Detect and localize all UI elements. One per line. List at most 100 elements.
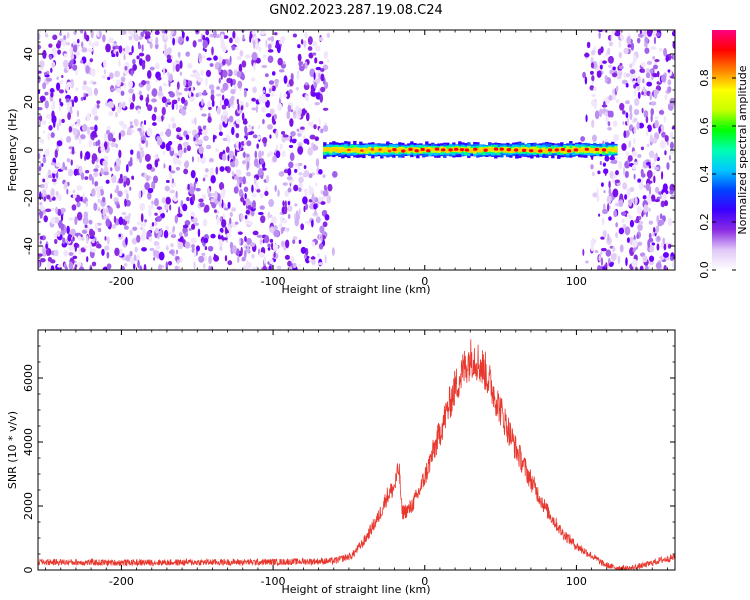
spectrogram-cell [318, 262, 324, 266]
spectrogram-x-tick-label: -200 [109, 275, 134, 288]
signal-band-segment [533, 149, 537, 153]
spectrogram-cell [129, 186, 132, 191]
spectrogram-cell [273, 225, 278, 231]
spectrogram-cell [71, 146, 75, 155]
spectrogram-cell [276, 265, 282, 270]
spectrogram-cell [83, 30, 87, 40]
spectrogram-cell [82, 192, 86, 200]
signal-band-peak [601, 148, 607, 152]
spectrogram-cell [614, 179, 621, 184]
spectrogram-cell [222, 45, 227, 53]
spectrogram-cell [138, 44, 142, 50]
spectrogram-cell [594, 110, 600, 120]
spectrogram-cell [50, 91, 54, 98]
spectrogram-cell [116, 203, 121, 209]
spectrogram-cell [267, 243, 271, 248]
spectrogram-cell [286, 227, 290, 232]
spectrogram-cell [211, 99, 215, 108]
spectrogram-cell [234, 158, 239, 168]
spectrogram-cell [652, 73, 658, 78]
signal-band-peak [387, 149, 392, 153]
spectrogram-cell [167, 71, 170, 78]
spectrogram-cell [38, 75, 41, 84]
signal-band-segment [374, 148, 378, 153]
spectrogram-cell [183, 147, 187, 154]
spectrogram-cell [198, 255, 205, 263]
spectrogram-cell [161, 96, 167, 104]
spectrogram-cell [264, 190, 269, 196]
spectrogram-cell [222, 69, 228, 78]
spectrogram-cell [184, 241, 191, 249]
spectrogram-cell [240, 73, 245, 81]
spectrogram-cell [76, 185, 83, 191]
spectrogram-cell [154, 198, 159, 207]
spectrogram-cell [43, 215, 48, 223]
spectrogram-cell [156, 136, 163, 146]
spectrogram-cell [72, 189, 76, 194]
spectrogram-x-tick-label: 100 [566, 275, 587, 288]
signal-band-segment [386, 147, 390, 151]
spectrogram-cell [261, 150, 264, 156]
spectrogram-cell [259, 192, 264, 198]
spectrogram-cell [623, 47, 629, 55]
spectrogram-cell [145, 54, 151, 62]
spectrogram-cell [105, 43, 111, 53]
spectrogram-cell [88, 39, 92, 47]
spectrogram-cell [98, 30, 102, 39]
spectrogram-cell [44, 91, 49, 96]
spectrogram-cell [275, 150, 281, 159]
spectrogram-cell [208, 265, 211, 270]
signal-band-peak [594, 147, 600, 152]
spectrogram-cell [87, 61, 92, 66]
spectrogram-cell [245, 102, 249, 108]
spectrogram-cell [68, 146, 73, 150]
spectrogram-cell [307, 36, 313, 45]
spectrogram-cell [56, 230, 61, 237]
spectrogram-cell [215, 61, 220, 69]
spectrogram-cell [262, 95, 268, 103]
signal-band-segment [491, 147, 495, 151]
spectrogram-cell [648, 207, 651, 213]
spectrogram-cell [84, 169, 90, 174]
spectrogram-cell [215, 34, 221, 39]
spectrogram-cell [304, 31, 308, 38]
signal-band-segment [329, 148, 333, 152]
spectrogram-cell [248, 124, 251, 128]
spectrogram-cell [189, 186, 195, 195]
spectrogram-cell [618, 199, 624, 208]
spectrogram-cell [93, 168, 99, 172]
spectrogram-cell [305, 112, 310, 122]
spectrogram-cell [154, 212, 158, 216]
spectrogram-cell [601, 217, 605, 226]
spectrogram-cell [646, 127, 649, 137]
spectrogram-cell [601, 266, 607, 270]
spectrogram-cell [650, 113, 653, 123]
spectrogram-cell [94, 181, 99, 187]
spectrogram-cell [654, 166, 660, 171]
spectrogram-cell [97, 198, 101, 203]
spectrogram-cell [236, 178, 240, 185]
spectrogram-cell [190, 223, 196, 230]
spectrogram-cell [43, 72, 48, 76]
spectrogram-cell [254, 150, 258, 159]
spectrogram-cell [320, 234, 323, 244]
spectrogram-cell [110, 193, 113, 199]
spectrogram-cell [320, 201, 326, 205]
spectrogram-cell [658, 47, 663, 52]
spectrogram-cell [633, 161, 639, 165]
spectrogram-y-tick-label: 0 [22, 147, 35, 154]
spectrogram-cell [300, 126, 305, 130]
spectrogram-cell [597, 30, 604, 33]
spectrogram-cell [215, 166, 219, 175]
spectrogram-cell [56, 123, 59, 131]
spectrogram-cell [125, 164, 129, 173]
spectrogram-cell [618, 51, 623, 59]
spectrogram-cell [76, 211, 83, 221]
signal-band-peak [554, 148, 559, 152]
spectrogram-cell [251, 125, 254, 130]
spectrogram-cell [607, 121, 611, 127]
spectrogram-cell [66, 188, 69, 195]
spectrogram-cell [178, 206, 181, 215]
spectrogram-cell [136, 221, 142, 226]
